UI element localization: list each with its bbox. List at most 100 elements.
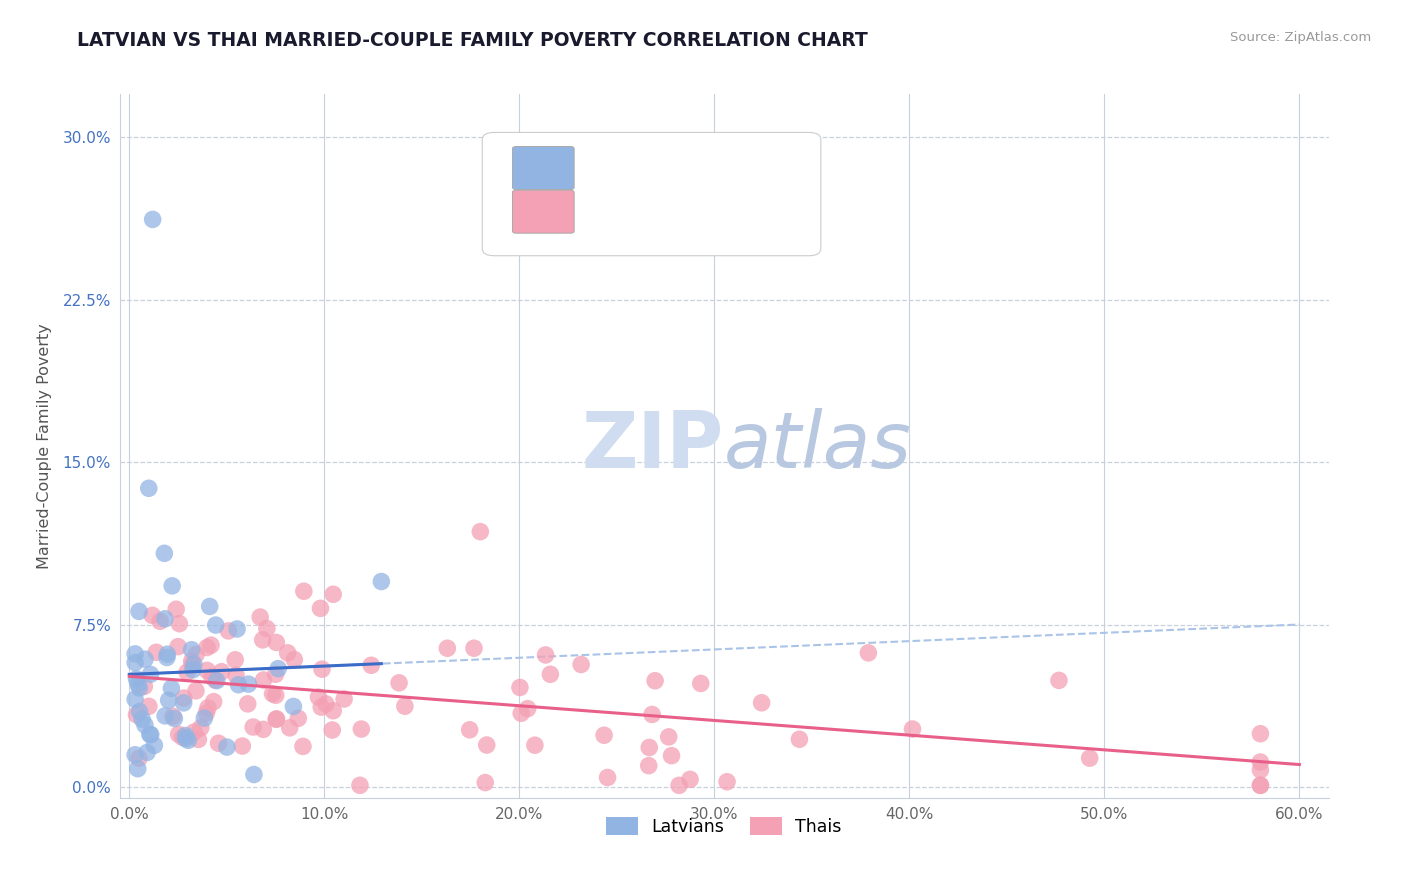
Point: [252, 632, 274, 647]
Point: [139, 667, 162, 681]
Point: [169, 616, 191, 631]
Text: -0.358: -0.358: [633, 202, 686, 220]
Point: [124, 747, 146, 762]
Text: 0.210: 0.210: [633, 159, 686, 177]
Point: [136, 746, 159, 760]
FancyBboxPatch shape: [482, 132, 821, 256]
Text: ZIP: ZIP: [582, 408, 724, 484]
Point: [256, 622, 278, 636]
Point: [183, 657, 205, 672]
Point: [124, 647, 146, 661]
Point: [388, 676, 411, 690]
Text: LATVIAN VS THAI MARRIED-COUPLE FAMILY POVERTY CORRELATION CHART: LATVIAN VS THAI MARRIED-COUPLE FAMILY PO…: [77, 31, 868, 50]
Point: [321, 723, 343, 737]
Point: [127, 762, 149, 776]
Point: [153, 612, 176, 626]
Point: [596, 771, 619, 785]
Point: [264, 667, 287, 681]
Point: [523, 738, 546, 752]
Point: [184, 683, 207, 698]
Point: [858, 646, 880, 660]
Point: [215, 740, 238, 755]
Point: [128, 705, 150, 719]
Point: [283, 699, 305, 714]
Text: N =: N =: [711, 161, 748, 176]
Point: [125, 672, 148, 686]
Point: [510, 706, 533, 721]
Point: [163, 711, 186, 725]
Point: [127, 677, 149, 691]
Point: [644, 673, 666, 688]
Point: [176, 665, 198, 680]
Point: [569, 657, 592, 672]
Point: [177, 733, 200, 747]
Point: [1249, 755, 1271, 769]
Point: [228, 678, 250, 692]
Point: [668, 778, 690, 792]
Text: N =: N =: [711, 204, 748, 219]
Point: [153, 546, 176, 560]
FancyBboxPatch shape: [512, 146, 574, 189]
Point: [139, 727, 162, 741]
Point: [516, 701, 538, 715]
Point: [181, 657, 204, 672]
Point: [195, 640, 218, 655]
Point: [217, 624, 239, 638]
Point: [190, 721, 212, 735]
Point: [156, 647, 179, 661]
Point: [264, 688, 287, 702]
Point: [1249, 727, 1271, 741]
Point: [292, 584, 315, 599]
Point: [311, 662, 333, 676]
Point: [139, 728, 162, 742]
Point: [157, 693, 180, 707]
Point: [252, 723, 274, 737]
Point: [226, 622, 249, 636]
Point: [538, 667, 561, 681]
Point: [1078, 751, 1101, 765]
Point: [308, 690, 330, 705]
Point: [128, 681, 150, 695]
Point: [172, 731, 194, 745]
Point: [394, 699, 416, 714]
Point: [266, 635, 288, 649]
Point: [124, 692, 146, 706]
Point: [180, 642, 202, 657]
Point: [138, 699, 160, 714]
Point: [236, 697, 259, 711]
Point: [201, 670, 224, 684]
Point: [350, 722, 373, 736]
Point: [174, 729, 197, 743]
Point: [458, 723, 481, 737]
Point: [238, 677, 260, 691]
Point: [231, 739, 253, 753]
Point: [134, 652, 156, 666]
Point: [1249, 778, 1271, 792]
Point: [207, 736, 229, 750]
Point: [322, 704, 344, 718]
Point: [145, 645, 167, 659]
Point: [162, 709, 184, 723]
Text: Source: ZipAtlas.com: Source: ZipAtlas.com: [1230, 31, 1371, 45]
Point: [149, 614, 172, 628]
Point: [252, 673, 274, 687]
Point: [463, 641, 485, 656]
Point: [173, 691, 195, 706]
Point: [1249, 778, 1271, 792]
Point: [204, 618, 226, 632]
Point: [751, 696, 773, 710]
Point: [1249, 763, 1271, 777]
Point: [160, 579, 183, 593]
Point: [124, 656, 146, 670]
Point: [125, 707, 148, 722]
Point: [277, 646, 299, 660]
Point: [262, 687, 284, 701]
Point: [243, 767, 266, 781]
Point: [534, 648, 557, 662]
Point: [180, 654, 202, 668]
Point: [249, 610, 271, 624]
Point: [901, 722, 924, 736]
Text: atlas: atlas: [724, 408, 912, 484]
Point: [470, 524, 492, 539]
Point: [142, 212, 165, 227]
